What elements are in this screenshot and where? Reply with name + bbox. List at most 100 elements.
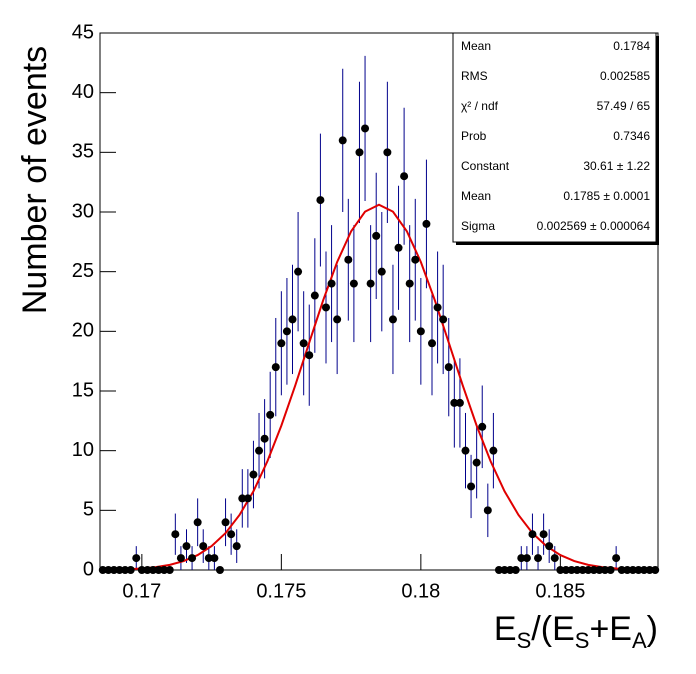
data-point [221, 518, 230, 527]
data-point [534, 554, 543, 563]
data-point [645, 566, 654, 574]
data-point [344, 255, 353, 264]
stat-label: χ² / ndf [461, 99, 499, 113]
data-point [316, 196, 325, 205]
data-point [338, 136, 347, 145]
data-point [215, 566, 224, 574]
data-point [377, 267, 386, 276]
data-point [277, 339, 286, 348]
data-point [182, 542, 191, 551]
y-tick-label: 35 [72, 141, 94, 163]
data-point [617, 566, 626, 574]
data-point [355, 148, 364, 157]
data-point [349, 279, 358, 288]
data-point [361, 124, 370, 133]
x-tick-label: 0.175 [256, 580, 306, 602]
data-point [550, 554, 559, 563]
data-point [634, 566, 643, 574]
data-point [188, 554, 197, 563]
data-point [232, 542, 241, 551]
data-point [238, 494, 247, 503]
data-point [143, 566, 152, 574]
data-point [294, 267, 303, 276]
data-point [467, 482, 476, 491]
stat-value: 0.002585 [600, 69, 650, 83]
data-point [606, 566, 615, 574]
plot-frame [99, 32, 659, 571]
data-point [98, 566, 107, 574]
data-point [411, 255, 420, 264]
data-point [104, 566, 113, 574]
data-point [115, 566, 124, 574]
data-point [489, 446, 498, 455]
x-title-subscript: A [632, 628, 647, 653]
x-title-subscript: S [575, 628, 590, 653]
data-point [545, 542, 554, 551]
stats-frame [452, 32, 657, 243]
data-point [321, 303, 330, 312]
data-point [165, 566, 174, 574]
data-point [400, 172, 409, 181]
data-point [282, 327, 291, 336]
stat-value: 57.49 / 65 [597, 99, 651, 113]
data-point [511, 566, 520, 574]
data-point [494, 566, 503, 574]
data-point [388, 315, 397, 324]
x-title-part: +E [589, 610, 632, 648]
data-point [416, 327, 425, 336]
y-tick-label: 25 [72, 260, 94, 282]
data-point [439, 315, 448, 324]
data-point [310, 291, 319, 300]
data-point [640, 566, 649, 574]
x-tick-label: 0.18 [401, 580, 440, 602]
data-point [561, 566, 570, 574]
stat-value: 0.002569 ± 0.000064 [537, 219, 651, 233]
data-point [589, 566, 598, 574]
data-point [109, 566, 118, 574]
data-point [176, 554, 185, 563]
data-point [506, 566, 515, 574]
x-title-part: ) [647, 610, 658, 648]
data-point [556, 566, 565, 574]
data-point [327, 279, 336, 288]
y-tick-label: 15 [72, 379, 94, 401]
data-point [383, 148, 392, 157]
y-tick-label: 5 [83, 499, 94, 521]
data-point [628, 566, 637, 574]
data-point [149, 566, 158, 574]
y-tick-label: 0 [83, 558, 94, 580]
data-point [428, 339, 437, 348]
stat-label: Mean [461, 39, 491, 53]
data-point [528, 530, 537, 539]
data-point [405, 279, 414, 288]
data-point [600, 566, 609, 574]
x-title-subscript: S [517, 628, 532, 653]
data-point [500, 566, 509, 574]
data-point [612, 554, 621, 563]
data-point [573, 566, 582, 574]
data-point [260, 434, 269, 443]
data-point [461, 446, 470, 455]
data-point [455, 398, 464, 407]
data-point [199, 542, 208, 551]
data-point [288, 315, 297, 324]
data-point [299, 339, 308, 348]
data-point [171, 530, 180, 539]
stat-value: 0.7346 [613, 129, 650, 143]
data-point [584, 566, 593, 574]
data-point [595, 566, 604, 574]
stat-label: RMS [461, 69, 488, 83]
data-point [132, 554, 141, 563]
x-tick-label: 0.17 [122, 580, 161, 602]
y-tick-label: 45 [72, 21, 94, 43]
data-point [243, 494, 252, 503]
y-tick-label: 40 [72, 81, 94, 103]
data-point [450, 398, 459, 407]
data-point [160, 566, 169, 574]
stat-label: Prob [461, 129, 487, 143]
data-point [366, 279, 375, 288]
data-point [255, 446, 264, 455]
x-title-part: E [494, 610, 517, 648]
data-point [522, 554, 531, 563]
